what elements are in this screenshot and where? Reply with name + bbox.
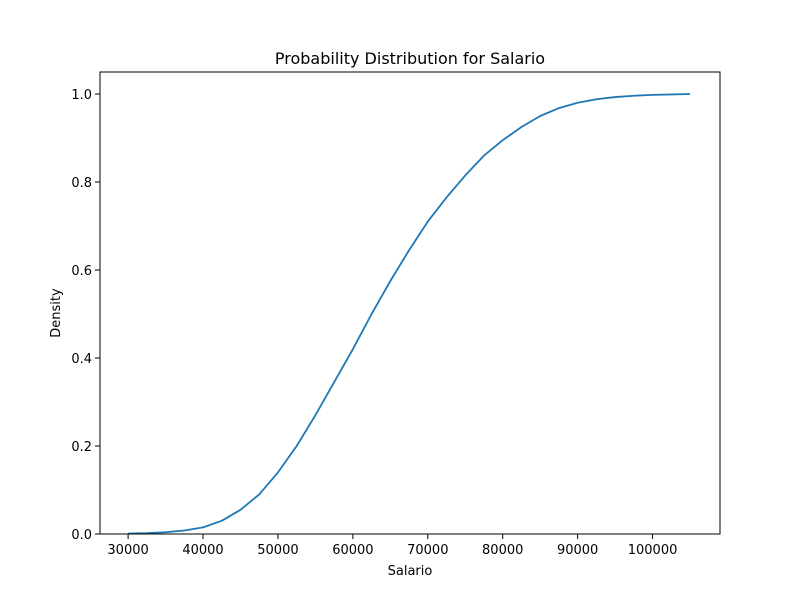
x-axis-label: Salario bbox=[388, 564, 433, 579]
chart-title: Probability Distribution for Salario bbox=[275, 49, 545, 68]
y-tick-label: 0.0 bbox=[71, 528, 92, 543]
x-tick-label: 70000 bbox=[407, 543, 448, 558]
y-tick-label: 0.2 bbox=[71, 440, 92, 455]
y-tick-label: 0.8 bbox=[71, 176, 92, 191]
x-tick-label: 80000 bbox=[482, 543, 523, 558]
x-axis: 30000 40000 50000 60000 70000 80000 90000 10000… bbox=[107, 534, 677, 558]
plot-frame bbox=[99, 71, 721, 535]
y-tick-label: 0.6 bbox=[71, 264, 92, 279]
series-line bbox=[128, 93, 691, 535]
x-tick-label: 30000 bbox=[107, 543, 148, 558]
x-tick-label: 50000 bbox=[257, 543, 298, 558]
plot-area bbox=[128, 93, 691, 535]
y-axis: 0.0 0.2 0.4 0.6 0.8 1.0 bbox=[71, 88, 100, 543]
y-tick-label: 1.0 bbox=[71, 88, 92, 103]
x-tick-label: 40000 bbox=[182, 543, 223, 558]
y-tick-label: 0.4 bbox=[71, 352, 92, 367]
x-tick-label: 90000 bbox=[557, 543, 598, 558]
x-tick-label: 60000 bbox=[332, 543, 373, 558]
y-axis-label: Density bbox=[49, 288, 64, 338]
x-tick-label: 100000 bbox=[628, 543, 678, 558]
